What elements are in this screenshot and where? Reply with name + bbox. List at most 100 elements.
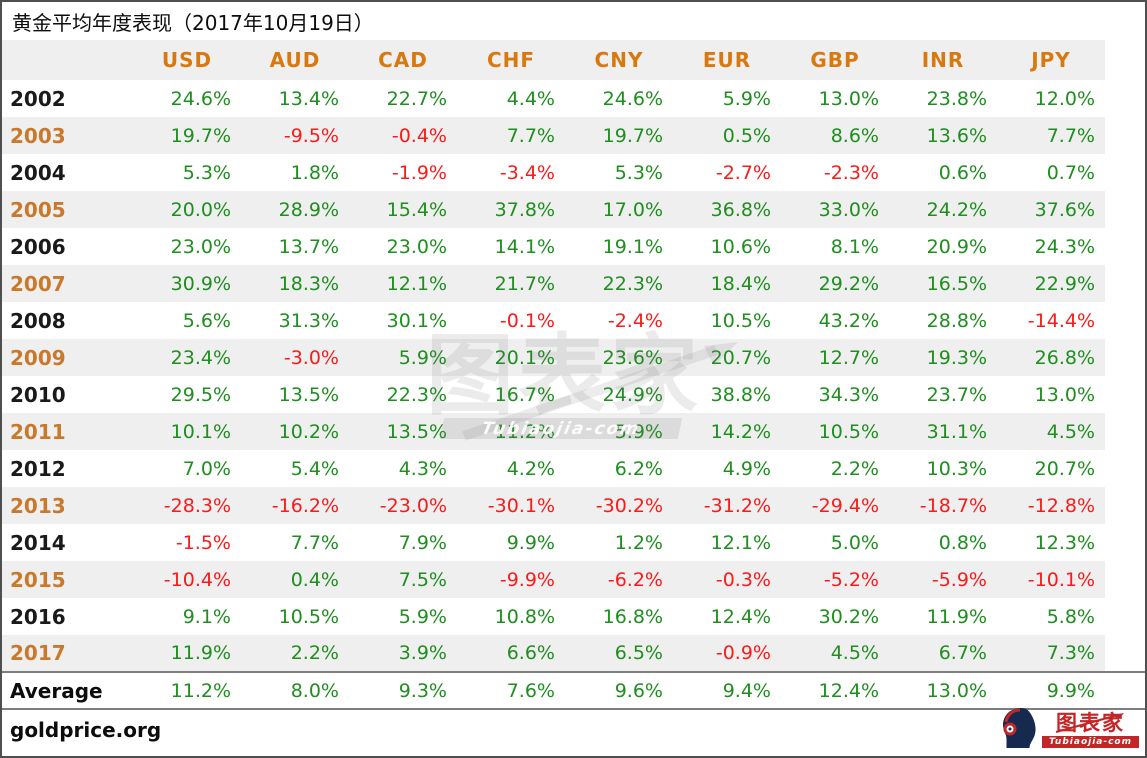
value-cell: -5.9% (889, 561, 997, 598)
value-cell: 0.6% (938, 161, 987, 184)
year-label: 2016 (10, 604, 66, 629)
value-cell: 5.4% (290, 457, 339, 480)
value-cell: 3.9% (349, 635, 457, 672)
value-cell: 13.0% (818, 87, 879, 110)
footer: goldprice.org 图表家 (2, 707, 1145, 751)
value-cell: 11.2% (457, 413, 565, 450)
value-cell: 4.9% (722, 457, 771, 480)
value-cell: 10.8% (494, 605, 555, 628)
value-cell: 23.0% (170, 235, 231, 258)
logo-trend-arrow-icon (1055, 712, 1124, 733)
value-cell: 29.2% (781, 265, 889, 302)
table-row-2012: 2012 7.0% 5.4% 4.3% 4.2% 6.2% 4.9% 2.2% 10.3% 20.… (2, 450, 1145, 487)
column-header-eur: EUR (673, 40, 781, 80)
value-cell: 7.5% (349, 561, 457, 598)
value-cell: 10.5% (710, 309, 771, 332)
value-cell: 23.7% (926, 383, 987, 406)
value-cell: -16.2% (241, 487, 349, 524)
year-label: 2003 (2, 117, 133, 154)
value-cell: 7.9% (398, 531, 447, 554)
value-cell: -0.3% (673, 561, 781, 598)
table-body: 2002 24.6% 13.4% 22.7% 4.4% 24.6% 5.9% 13.0% 23.… (2, 80, 1145, 710)
filler-cell (1105, 117, 1145, 154)
value-cell: -28.3% (133, 487, 241, 524)
value-cell: 13.7% (278, 235, 339, 258)
value-cell: 30.2% (818, 605, 879, 628)
value-cell: 0.8% (938, 531, 987, 554)
value-cell: 26.8% (997, 339, 1105, 376)
value-cell: 14.2% (673, 413, 781, 450)
year-label: 2005 (2, 191, 133, 228)
year-label: 2009 (2, 339, 133, 376)
value-cell: -2.7% (715, 161, 771, 184)
year-label: 2017 (2, 635, 133, 672)
year-label: 2004 (10, 160, 66, 185)
column-header-cny: CNY (565, 40, 673, 80)
table-row-average: Average 11.2% 8.0% 9.3% 7.6% 9.6% 9.4% 12.4% 13.… (2, 671, 1145, 710)
column-header-aud: AUD (241, 40, 349, 80)
value-cell: 24.6% (602, 87, 663, 110)
filler-cell (1105, 376, 1145, 413)
value-cell: -30.1% (457, 487, 565, 524)
value-cell: 20.7% (1034, 457, 1095, 480)
value-cell: -0.9% (673, 635, 781, 672)
value-cell: 24.9% (602, 383, 663, 406)
logo-text: 图表家 (1055, 711, 1125, 735)
table-row-2013: 2013 -28.3% -16.2% -23.0% -30.1% -30.2% -31.2%… (2, 487, 1145, 524)
value-cell: 8.0% (241, 671, 349, 710)
performance-table: USD AUD CAD CHF CNY EUR GBP INR JPY 2002 24.6% 13.… (2, 40, 1145, 710)
value-cell: 7.7% (457, 117, 565, 154)
value-cell: 10.5% (278, 605, 339, 628)
value-cell: 8.1% (830, 235, 879, 258)
value-cell: -1.5% (175, 531, 231, 554)
value-cell: 19.3% (889, 339, 997, 376)
value-cell: 5.8% (1046, 605, 1095, 628)
filler-cell (1105, 191, 1145, 228)
value-cell: 10.2% (241, 413, 349, 450)
value-cell: 18.3% (241, 265, 349, 302)
value-cell: 10.5% (781, 413, 889, 450)
value-cell: 34.3% (818, 383, 879, 406)
value-cell: 20.9% (926, 235, 987, 258)
table-row-2010: 2010 29.5% 13.5% 22.3% 16.7% 24.9% 38.8% 34.3% 2… (2, 376, 1145, 413)
table-header: USD AUD CAD CHF CNY EUR GBP INR JPY (2, 40, 1145, 80)
value-cell: 12.0% (1034, 87, 1095, 110)
value-cell: 4.5% (781, 635, 889, 672)
value-cell: 11.9% (133, 635, 241, 672)
column-header-inr: INR (889, 40, 997, 80)
value-cell: 20.7% (673, 339, 781, 376)
value-cell: 5.3% (614, 161, 663, 184)
value-cell: 38.8% (710, 383, 771, 406)
filler-cell (1105, 635, 1145, 672)
value-cell: 4.5% (997, 413, 1105, 450)
value-cell: -18.7% (889, 487, 997, 524)
value-cell: 10.1% (133, 413, 241, 450)
table-row-2009: 2009 23.4% -3.0% 5.9% 20.1% 23.6% 20.7% 12.7% 19… (2, 339, 1145, 376)
value-cell: 2.2% (830, 457, 879, 480)
table-row-2007: 2007 30.9% 18.3% 12.1% 21.7% 22.3% 18.4% 29.2% 1… (2, 265, 1145, 302)
value-cell: 18.4% (673, 265, 781, 302)
value-cell: 37.6% (997, 191, 1105, 228)
value-cell: 19.1% (602, 235, 663, 258)
value-cell: 33.0% (781, 191, 889, 228)
value-cell: 28.8% (926, 309, 987, 332)
table-row-2008: 2008 5.6% 31.3% 30.1% -0.1% -2.4% 10.5% 43.2% 28… (2, 302, 1145, 339)
year-label: 2007 (2, 265, 133, 302)
filler-cell (1105, 80, 1145, 117)
value-cell: 4.3% (398, 457, 447, 480)
value-cell: -6.2% (565, 561, 673, 598)
value-cell: 37.8% (457, 191, 565, 228)
value-cell: 43.2% (818, 309, 879, 332)
value-cell: 9.9% (506, 531, 555, 554)
value-cell: 5.9% (349, 339, 457, 376)
value-cell: -29.4% (781, 487, 889, 524)
page-title: 黄金平均年度表现（2017年10月19日） (12, 11, 374, 35)
value-cell: 5.9% (722, 87, 771, 110)
value-cell: 22.9% (997, 265, 1105, 302)
value-cell: 4.4% (506, 87, 555, 110)
value-cell: 30.9% (133, 265, 241, 302)
value-cell: 9.1% (182, 605, 231, 628)
filler-cell (1105, 339, 1145, 376)
table-row-2014: 2014 -1.5% 7.7% 7.9% 9.9% 1.2% 12.1% 5.0% 0.8% 12… (2, 524, 1145, 561)
